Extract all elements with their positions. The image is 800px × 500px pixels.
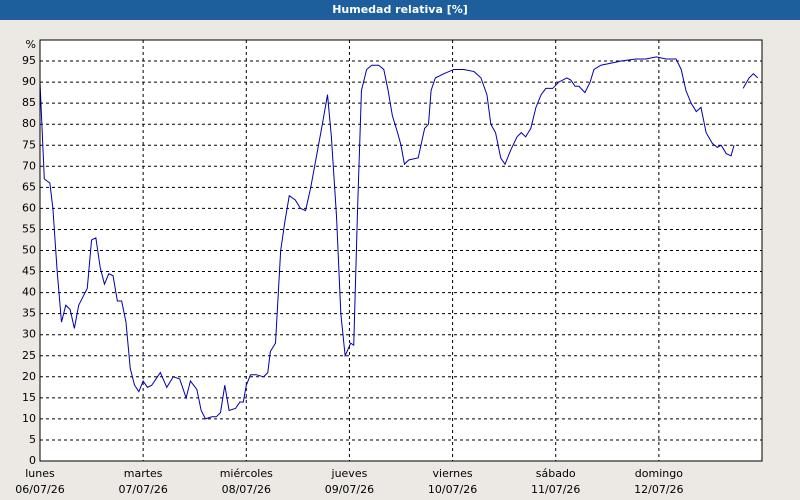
y-axis-label: %	[26, 38, 36, 51]
y-tick-label: 5	[29, 433, 36, 446]
y-tick-label: 25	[22, 349, 36, 362]
y-tick-label: 15	[22, 391, 36, 404]
y-tick-label: 50	[22, 244, 36, 257]
y-tick-label: 55	[22, 222, 36, 235]
plot-frame	[39, 39, 763, 462]
x-tick-date: 09/07/26	[325, 483, 374, 496]
y-tick-label: 45	[22, 265, 36, 278]
x-tick-label: sábado	[536, 467, 576, 480]
y-tick-label: 90	[22, 75, 36, 88]
y-tick-label: 35	[22, 307, 36, 320]
x-tick-date: 12/07/26	[634, 483, 683, 496]
x-tick-label: miércoles	[220, 467, 273, 480]
x-tick-date: 06/07/26	[15, 483, 64, 496]
y-tick-label: 20	[22, 370, 36, 383]
x-tick-date: 11/07/26	[531, 483, 580, 496]
x-tick-label: martes	[124, 467, 163, 480]
title-bar	[0, 0, 800, 20]
y-tick-label: 70	[22, 159, 36, 172]
y-tick-label: 0	[29, 454, 36, 467]
y-tick-label: 30	[22, 328, 36, 341]
chart-title: Humedad relativa [%]	[332, 3, 468, 16]
x-tick-date: 08/07/26	[222, 483, 271, 496]
y-tick-label: 60	[22, 201, 36, 214]
y-tick-label: 80	[22, 117, 36, 130]
x-tick-label: jueves	[331, 467, 368, 480]
y-tick-label: 65	[22, 180, 36, 193]
x-tick-label: lunes	[25, 467, 55, 480]
y-tick-label: 40	[22, 286, 36, 299]
y-tick-label: 95	[22, 54, 36, 67]
x-tick-label: viernes	[433, 467, 473, 480]
x-tick-date: 10/07/26	[428, 483, 477, 496]
data-line	[39, 56, 759, 420]
y-tick-label: 75	[22, 138, 36, 151]
x-tick-label: domingo	[635, 467, 683, 480]
x-tick-date: 07/07/26	[118, 483, 167, 496]
y-tick-label: 85	[22, 96, 36, 109]
y-tick-label: 10	[22, 412, 36, 425]
